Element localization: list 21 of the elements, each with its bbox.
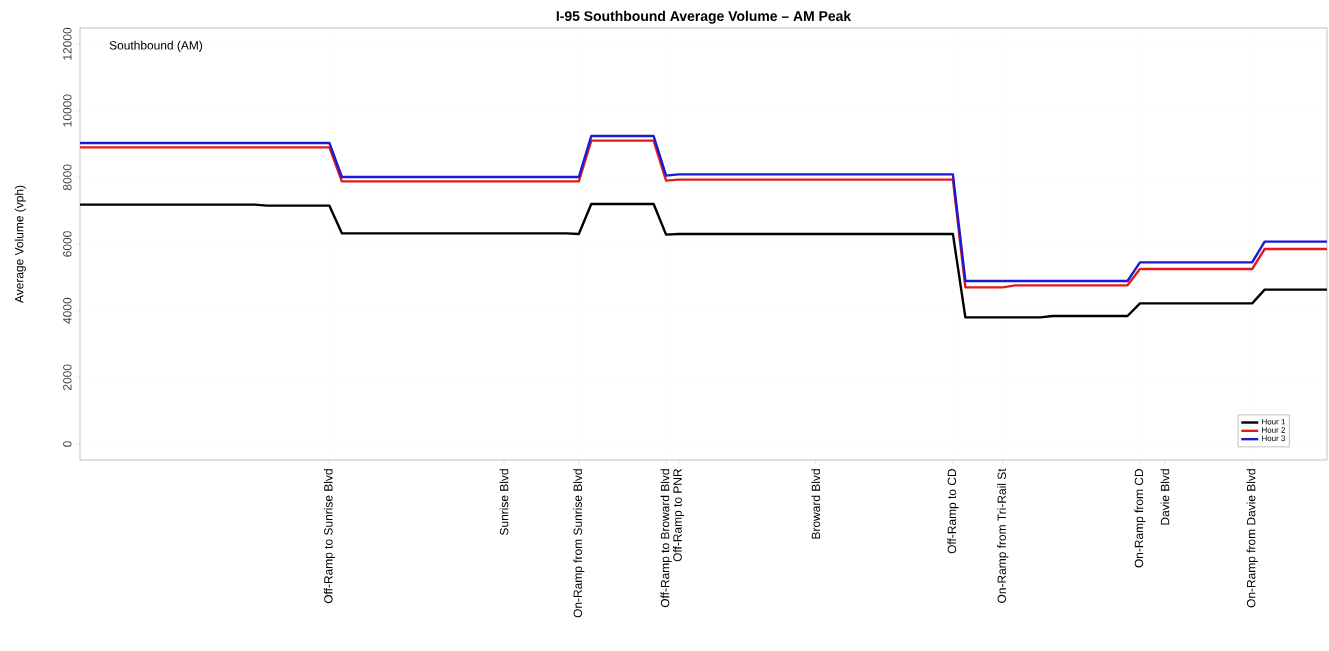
x-tick-label: On-Ramp from Sunrise Blvd <box>573 469 585 618</box>
y-tick-label: 12000 <box>63 27 72 60</box>
y-tick-label: 10000 <box>63 94 72 127</box>
x-tick-label: Broward Blvd <box>811 469 821 539</box>
y-axis-title: Average Volume (vph) <box>14 185 26 304</box>
x-tick-label: Off-Ramp to Broward Blvd <box>660 469 672 608</box>
y-tick-label: 4000 <box>63 297 72 324</box>
y-tick-label: 2000 <box>63 364 72 391</box>
y-tick-label: 0 <box>63 441 72 447</box>
x-tick-label: On-Ramp from Davie Blvd <box>1246 469 1258 608</box>
x-tick-label: Davie Blvd <box>1160 469 1170 525</box>
x-tick-label: Off-Ramp to CD <box>947 469 959 554</box>
annotation: Southbound (AM) <box>109 40 203 52</box>
x-tick-label: On-Ramp from CD <box>1134 469 1146 568</box>
x-tick-label: Off-Ramp to Sunrise Blvd <box>323 469 335 604</box>
x-tick-label: On-Ramp from Tri-Rail St <box>997 468 1009 603</box>
x-tick-label: Sunrise Blvd <box>499 469 509 535</box>
chart-title: I-95 Southbound Average Volume – AM Peak <box>556 10 852 24</box>
x-tick-label: Off-Ramp to PNR <box>672 469 685 562</box>
y-tick-label: 6000 <box>63 231 72 257</box>
y-tick-label: 8000 <box>63 164 72 191</box>
